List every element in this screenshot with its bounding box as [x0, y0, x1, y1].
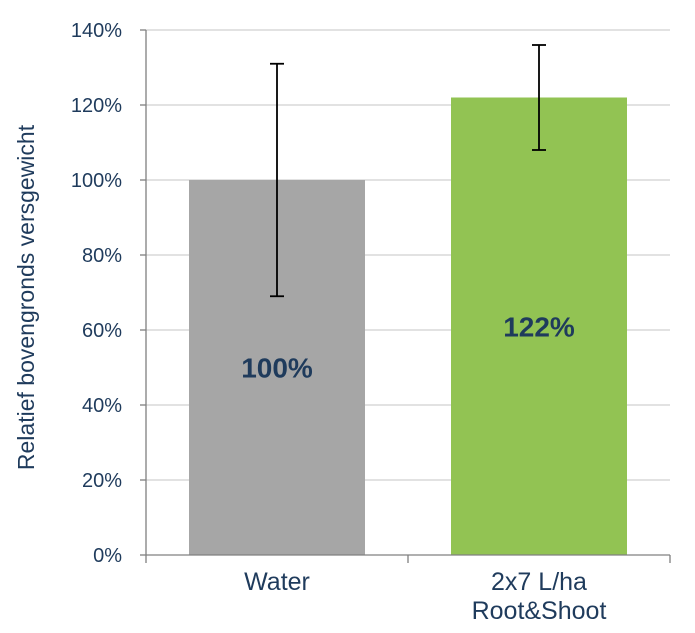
y-axis-label: Relatief bovengronds versgewicht — [13, 124, 39, 470]
category-label: 2x7 L/ha — [491, 568, 587, 596]
category-label: Water — [244, 568, 310, 596]
y-axis-ticks: 0% 20% 40% 60% 80% 100% 120% 140% — [71, 20, 146, 567]
bar — [451, 97, 627, 555]
y-tick-label: 80% — [82, 245, 122, 267]
y-tick-label: 120% — [71, 95, 122, 117]
y-tick-label: 60% — [82, 320, 122, 342]
axes — [145, 30, 671, 563]
error-bars — [270, 44, 546, 298]
y-tick-label: 20% — [82, 470, 122, 492]
y-tick-label: 140% — [71, 20, 122, 42]
y-tick-label: 100% — [71, 170, 122, 192]
category-label: Root&Shoot — [472, 597, 607, 625]
data-label: 100% — [241, 353, 313, 384]
y-tick-label: 0% — [93, 545, 122, 567]
y-tick-label: 40% — [82, 395, 122, 417]
data-label: 122% — [503, 311, 575, 342]
